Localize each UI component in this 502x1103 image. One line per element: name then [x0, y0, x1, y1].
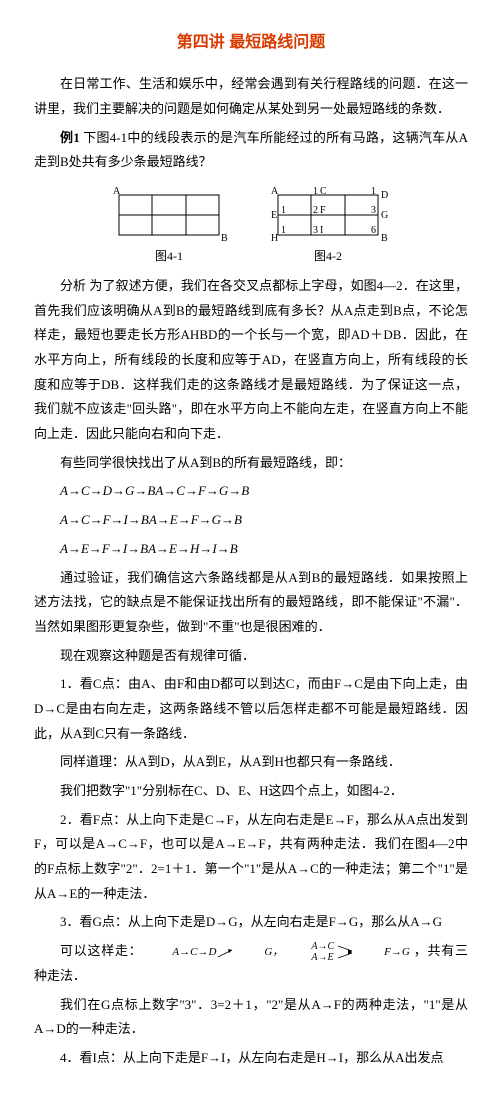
figure-4-1: A B 图4-1: [109, 185, 229, 268]
svg-text:B: B: [221, 233, 228, 243]
svg-text:1: 1: [281, 205, 286, 216]
svg-text:C: C: [320, 186, 327, 197]
svg-text:B: B: [381, 233, 388, 243]
figures-row: A B 图4-1 A 1 C 1 D E 1 2 F 3 G 1 H 3 I 6…: [34, 185, 468, 268]
diag-g: G，: [238, 942, 283, 963]
svg-text:E: E: [271, 210, 277, 221]
page-title: 第四讲 最短路线问题: [34, 28, 468, 58]
route-2: A→C→F→I→BA→E→F→G→B: [34, 508, 468, 533]
svg-text:D: D: [381, 190, 388, 201]
p4: 通过验证，我们确信这六条路线都是从A到B的最短路线．如果按照上述方法找，它的缺点…: [34, 566, 468, 640]
svg-text:1: 1: [281, 225, 286, 236]
svg-text:F: F: [320, 205, 326, 216]
paragraph-intro: 在日常工作、生活和娱乐中，经常会遇到有关行程路线的问题．在这一讲里，我们主要解决…: [34, 72, 468, 121]
svg-text:H: H: [271, 233, 278, 243]
p7: 同样道理：从A到D，从A到E，从A到H也都只有一条路线．: [34, 750, 468, 775]
p9: 2．看F点：从上向下走是C→F，从左向右走是E→F，那么从A点出发到F，可以是A…: [34, 808, 468, 907]
svg-text:3: 3: [371, 205, 376, 216]
route-3: A→E→F→I→BA→E→H→I→B: [34, 537, 468, 562]
figure-4-2-svg: A 1 C 1 D E 1 2 F 3 G 1 H 3 I 6 B: [263, 185, 393, 243]
p12: 我们在G点标上数字"3"．3=2＋1，"2"是从A→F的两种走法，"1"是从A→…: [34, 993, 468, 1042]
analysis-text: 为了叙述方便，我们在各交叉点都标上字母，如图4—2．在这里，首先我们应该明确从A…: [34, 278, 468, 441]
svg-text:G: G: [381, 210, 388, 221]
diag-acd: A→C→D: [146, 942, 216, 963]
p8: 我们把数字"1"分别标在C、D、E、H这四个点上，如图4-2．: [34, 779, 468, 804]
svg-text:2: 2: [313, 205, 318, 216]
p5: 现在观察这种题是否有规律可循．: [34, 644, 468, 669]
svg-text:3: 3: [313, 225, 318, 236]
figure-4-1-svg: A B: [109, 185, 229, 243]
inline-diagram: A→C→D G， A→C A→E F→G: [146, 941, 409, 963]
diag-ae: A→E: [285, 952, 334, 963]
analysis-label: 分析: [60, 278, 89, 293]
route-1: A→C→D→G→BA→C→F→G→B: [34, 479, 468, 504]
p13: 4．看I点：从上向下走是F→I，从左向右走是H→I，那么从A出发点: [34, 1046, 468, 1071]
p6: 1．看C点：由A、由F和由D都可以到达C，而由F→C是由下向上走，由D→C是由右…: [34, 672, 468, 746]
example-1: 例1 下图4-1中的线段表示的是汽车所能经过的所有马路，这辆汽车从A走到B处共有…: [34, 126, 468, 175]
svg-text:6: 6: [371, 225, 376, 236]
diag-ac: A→C: [285, 941, 334, 952]
svg-text:A: A: [271, 186, 279, 197]
example-1-text: 下图4-1中的线段表示的是汽车所能经过的所有马路，这辆汽车从A走到B处共有多少条…: [34, 130, 468, 170]
analysis-para: 分析 为了叙述方便，我们在各交叉点都标上字母，如图4—2．在这里，首先我们应该明…: [34, 274, 468, 447]
figure-4-1-caption: 图4-1: [155, 245, 183, 268]
p11a: 可以这样走：: [60, 943, 142, 958]
figure-4-2-caption: 图4-2: [314, 245, 342, 268]
p3: 有些同学很快找出了从A到B的所有最短路线，即：: [34, 451, 468, 476]
svg-text:1: 1: [313, 186, 318, 197]
svg-text:I: I: [320, 225, 323, 236]
p10: 3．看G点：从上向下走是D→G，从左向右走是F→G，那么从A→G: [34, 910, 468, 935]
svg-text:A: A: [113, 186, 121, 197]
diag-fg: F→G: [358, 942, 410, 963]
svg-text:1: 1: [371, 186, 376, 197]
p11: 可以这样走： A→C→D G， A→C A→E F→G ，共有三种走法．: [34, 939, 468, 988]
example-1-label: 例1: [60, 130, 80, 145]
figure-4-2: A 1 C 1 D E 1 2 F 3 G 1 H 3 I 6 B 图4-2: [263, 185, 393, 268]
